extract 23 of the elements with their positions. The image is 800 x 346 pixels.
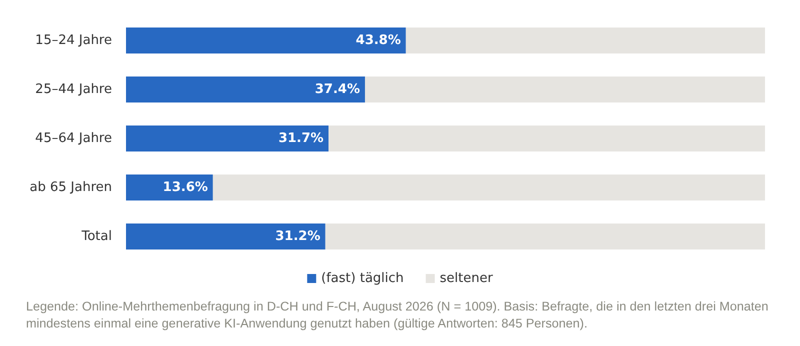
data-label: 31.7% <box>278 131 324 146</box>
y-tick-label: 25–44 Jahre <box>35 82 112 97</box>
bar <box>126 28 406 54</box>
bar <box>328 126 765 152</box>
y-tick-label: ab 65 Jahren <box>30 180 112 195</box>
data-label: 37.4% <box>314 82 360 97</box>
bar <box>406 28 765 54</box>
bar <box>325 224 765 250</box>
bar <box>126 174 213 200</box>
data-label: 13.6% <box>162 180 208 195</box>
bar <box>126 76 365 102</box>
legend-label: seltener <box>440 271 494 286</box>
y-tick-label: Total <box>80 229 112 244</box>
bar <box>212 174 765 200</box>
data-label: 31.2% <box>275 229 320 244</box>
text: Legende: Online-Mehrthemenbefragung in D-CH und F-CH, August 2026 (N = 1009). Basis: Befragte, die in den letzten drei Monaten mindestens einmal eine generative KI-Anwendung genutzt haben (gültige Antworten: 845 Personen). <box>26 300 772 330</box>
bar <box>126 126 329 152</box>
y-tick-label: 45–64 Jahre <box>35 131 112 146</box>
bar <box>364 76 765 102</box>
bar <box>126 224 326 250</box>
data-label: 43.8% <box>356 33 401 48</box>
legend-label: (fast) täglich <box>321 271 404 286</box>
y-tick-label: 15–24 Jahre <box>35 33 112 48</box>
